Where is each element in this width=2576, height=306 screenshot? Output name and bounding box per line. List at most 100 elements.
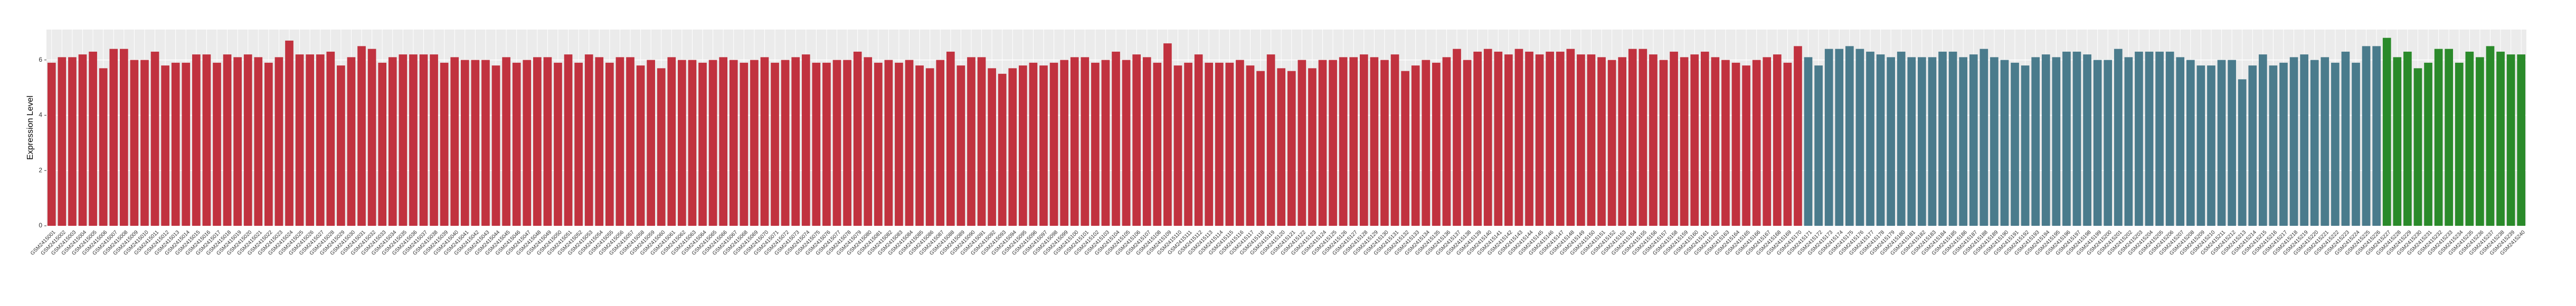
bar: [1153, 62, 1162, 226]
bar: [2135, 51, 2143, 226]
bar: [2083, 54, 2091, 226]
bar: [2352, 62, 2360, 226]
bar: [615, 57, 624, 226]
bar: [357, 46, 366, 226]
bar: [409, 54, 418, 226]
bar: [2072, 51, 2081, 226]
bar: [895, 62, 903, 226]
bar: [192, 54, 201, 226]
bar: [574, 62, 583, 226]
bar: [2186, 60, 2195, 226]
bar: [99, 68, 108, 226]
bar: [1597, 57, 1606, 226]
bar: [1577, 54, 1585, 226]
bar: [771, 62, 779, 226]
y-tick-label: 4: [39, 111, 42, 119]
bar: [1587, 54, 1596, 226]
bar: [2176, 57, 2185, 226]
bar: [1556, 51, 1565, 226]
bar: [213, 62, 221, 226]
bar: [1008, 68, 1017, 226]
bar: [1225, 62, 1234, 226]
bar: [1721, 60, 1730, 226]
bar: [1081, 57, 1090, 226]
bar: [2465, 51, 2474, 226]
bar: [760, 57, 769, 226]
bar: [584, 54, 593, 226]
bar: [1763, 57, 1772, 226]
bar: [2496, 51, 2505, 226]
bar: [2445, 49, 2454, 226]
bar: [1277, 68, 1286, 226]
bar: [936, 60, 945, 226]
bar: [460, 60, 469, 226]
bar: [2259, 54, 2267, 226]
bar: [1266, 54, 1275, 226]
bar: [1824, 49, 1833, 226]
bar: [2124, 57, 2133, 226]
bar: [295, 54, 304, 226]
bar: [874, 62, 883, 226]
bar: [2393, 57, 2402, 226]
bar: [2145, 51, 2154, 226]
bar: [1070, 57, 1079, 226]
bar: [2310, 60, 2319, 226]
plot-panel: [46, 30, 2526, 226]
bar: [1804, 57, 1813, 226]
bar: [853, 51, 862, 226]
bar: [1948, 51, 1957, 226]
bar: [47, 62, 56, 226]
bar: [812, 62, 821, 226]
bar: [2321, 57, 2329, 226]
bar: [564, 54, 573, 226]
bar: [967, 57, 976, 226]
bar: [657, 68, 666, 226]
bar: [1525, 51, 1533, 226]
bar: [2403, 51, 2412, 226]
bar: [750, 60, 759, 226]
bar: [1380, 60, 1389, 226]
bar: [1990, 57, 1999, 226]
bar: [430, 54, 438, 226]
bar: [2062, 51, 2071, 226]
bar: [1236, 60, 1244, 226]
bar: [1287, 71, 1296, 226]
bar: [1742, 65, 1750, 226]
bar: [688, 60, 697, 226]
bar: [1711, 57, 1720, 226]
bar: [1607, 60, 1616, 226]
bar: [543, 57, 552, 226]
bar: [1060, 60, 1068, 226]
bar: [337, 65, 345, 226]
bar: [1298, 60, 1306, 226]
bar: [595, 57, 604, 226]
bar: [533, 57, 542, 226]
bar: [2228, 60, 2236, 226]
bar: [1349, 57, 1358, 226]
bar: [1670, 51, 1678, 226]
bar: [1835, 49, 1844, 226]
bar: [925, 68, 934, 226]
bar: [1794, 46, 1802, 226]
y-axis-label: Expression Level: [26, 95, 35, 160]
bar: [1566, 49, 1575, 226]
bar: [2155, 51, 2164, 226]
bar: [1205, 62, 1214, 226]
bar: [1101, 60, 1110, 226]
bar: [2207, 65, 2215, 226]
bar: [2238, 79, 2247, 226]
bar: [2269, 65, 2278, 226]
bar: [367, 49, 376, 226]
bar: [2372, 46, 2381, 226]
bar: [1390, 54, 1399, 226]
bar: [150, 51, 159, 226]
bar: [781, 60, 790, 226]
bar: [388, 57, 397, 226]
bar: [1504, 54, 1513, 226]
bar: [440, 62, 449, 226]
bar: [864, 57, 873, 226]
bar: [998, 73, 1007, 226]
bar: [68, 57, 77, 226]
bar: [202, 54, 211, 226]
bar: [1215, 62, 1224, 226]
